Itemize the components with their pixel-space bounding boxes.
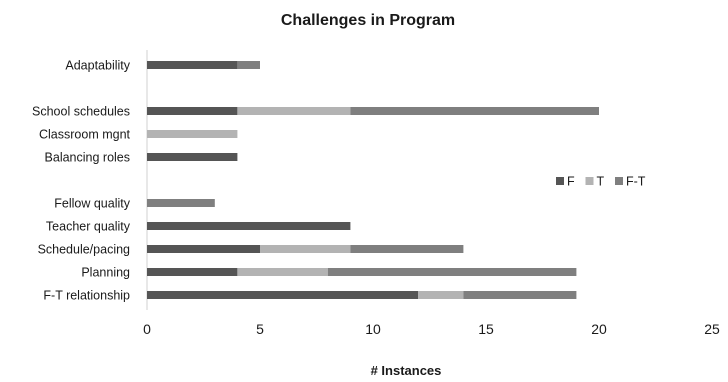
bar-segment-f <box>147 222 351 230</box>
chart-title: Challenges in Program <box>281 12 455 29</box>
x-tick-label: 10 <box>365 321 381 337</box>
bar-segment-f-t <box>350 107 599 115</box>
bar-segment-f-t <box>350 245 464 253</box>
legend: F T F-T <box>556 175 646 189</box>
legend-label: T <box>597 175 605 189</box>
bar-segment-f <box>147 153 238 161</box>
category-label: Classroom mgnt <box>39 128 131 142</box>
x-tick-label: 0 <box>143 321 151 337</box>
legend-swatch-f <box>556 177 564 185</box>
x-tick-label: 5 <box>256 321 264 337</box>
legend-swatch-f-t <box>615 177 623 185</box>
category-label: Planning <box>81 266 130 280</box>
bar-segment-f <box>147 268 238 276</box>
legend-label: F-T <box>626 175 646 189</box>
x-tick-label: 25 <box>704 321 720 337</box>
category-label: F-T relationship <box>43 289 130 303</box>
bar-segment-f <box>147 107 238 115</box>
category-label: Adaptability <box>65 59 130 73</box>
bar-segment-t <box>418 291 464 299</box>
bar-segment-t <box>147 130 238 138</box>
bar-segment-f-t <box>147 199 215 207</box>
category-label: Schedule/pacing <box>38 243 130 257</box>
category-label: School schedules <box>32 105 130 119</box>
bar-segment-f <box>147 291 419 299</box>
x-tick-label: 15 <box>478 321 494 337</box>
plot-area: Adaptability School schedules Classroom mg… <box>32 50 720 337</box>
bar-segment-f <box>147 245 260 253</box>
bar-segment-f <box>147 61 238 69</box>
bar-segment-t <box>237 268 328 276</box>
bar-segment-t <box>237 107 351 115</box>
category-label: Fellow quality <box>54 197 130 211</box>
bar-segment-t <box>260 245 351 253</box>
bar-segment-f-t <box>237 61 260 69</box>
bar-segment-f-t <box>327 268 577 276</box>
legend-label: F <box>567 175 575 189</box>
category-label: Balancing roles <box>45 151 130 165</box>
bar-segment-f-t <box>463 291 577 299</box>
x-axis-label: # Instances <box>371 363 442 378</box>
legend-swatch-t <box>585 177 594 185</box>
category-label: Teacher quality <box>46 220 131 234</box>
x-tick-label: 20 <box>591 321 607 337</box>
